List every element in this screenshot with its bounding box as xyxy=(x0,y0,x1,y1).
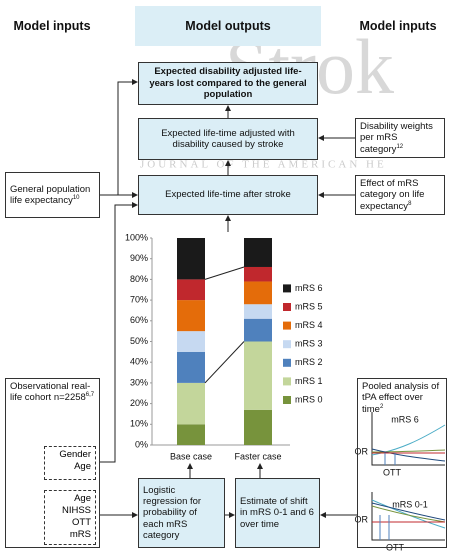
input-text: Disability weights per mRS category xyxy=(360,120,433,155)
bar-segment xyxy=(244,304,272,319)
x-tick-label: Base case xyxy=(170,451,212,461)
header-center: Model outputs xyxy=(135,6,321,46)
input-box: General population life expectancy10 xyxy=(5,172,100,218)
legend-swatch xyxy=(283,358,291,367)
bar-segment xyxy=(177,424,205,445)
legend-label: mRS 0 xyxy=(295,394,323,404)
variable-group: Gender Age xyxy=(44,446,96,480)
mini-chart-label: mRS 6 xyxy=(391,414,419,424)
citation: 12 xyxy=(396,143,404,150)
x-tick-label: Faster case xyxy=(234,451,281,461)
bar-segment xyxy=(177,300,205,332)
stacked-bar-chart: 0% 10% 20% 30% 40% 50% 60% 70% 80% 90% 100% Base ca… xyxy=(125,232,323,461)
input-box: Disability weights per mRS category12 xyxy=(355,118,445,158)
y-tick-label: 70% xyxy=(130,294,148,304)
output-box: Expected life-time adjusted with disabil… xyxy=(138,118,318,160)
watermark-journal: JOURNAL OF THE AMERICAN HE xyxy=(140,159,387,171)
y-tick-label: 20% xyxy=(130,398,148,408)
bar-segment xyxy=(177,351,205,383)
legend-label: mRS 3 xyxy=(295,339,323,349)
variable: Gender xyxy=(59,449,91,460)
legend-swatch xyxy=(283,303,291,311)
method-box: Logistic regression for probability of e… xyxy=(138,478,225,548)
variable: OTT xyxy=(72,516,91,528)
citation: 10 xyxy=(72,194,80,201)
input-text: Observational real-life cohort n=2258 xyxy=(10,381,91,404)
mini-chart-label: mRS 0-1 xyxy=(392,499,428,509)
bar-segment xyxy=(244,266,272,282)
y-tick-label: 40% xyxy=(130,357,148,367)
y-tick-label: 80% xyxy=(130,274,148,284)
bar-segment xyxy=(244,409,272,445)
input-box: Effect of mRS category on life expectanc… xyxy=(355,175,445,215)
pooled-box: Pooled analysis of tPA effect over time2 xyxy=(357,378,447,548)
legend-label: mRS 2 xyxy=(295,357,323,367)
connector xyxy=(204,266,245,280)
y-tick-label: 10% xyxy=(130,419,148,429)
bar-segment xyxy=(177,238,205,280)
bar-segment xyxy=(177,279,205,301)
bar-segment xyxy=(244,318,272,342)
legend-swatch xyxy=(283,321,291,330)
variable: NIHSS xyxy=(61,504,91,516)
input-text: Pooled analysis of tPA effect over time xyxy=(362,381,440,415)
legend-swatch xyxy=(283,284,291,293)
y-tick-label: 100% xyxy=(125,232,148,242)
bar-segment xyxy=(177,382,205,425)
y-tick-label: 0% xyxy=(135,439,148,449)
citation: 2 xyxy=(379,403,384,410)
bar-segment xyxy=(244,341,272,410)
arrows xyxy=(100,79,357,518)
variable: Age xyxy=(74,460,91,472)
input-text: Effect of mRS category on life expectanc… xyxy=(360,177,425,212)
bar-segment xyxy=(177,331,205,352)
legend-label: mRS 4 xyxy=(295,320,323,330)
connector xyxy=(204,341,245,384)
output-box: Expected disability adjusted life-years … xyxy=(138,62,318,105)
y-tick-label: 50% xyxy=(130,336,148,346)
variable: Age xyxy=(74,493,91,504)
input-text: General population life expectancy xyxy=(10,183,91,207)
legend-label: mRS 5 xyxy=(295,301,323,311)
bar-segment xyxy=(244,281,272,305)
variable: mRS xyxy=(69,528,91,540)
y-tick-label: 30% xyxy=(130,377,148,387)
citation: 6,7 xyxy=(85,392,95,399)
y-tick-label: 90% xyxy=(130,253,148,263)
pooled-mini-charts xyxy=(371,412,446,541)
method-box: Estimate of shift in mRS 0-1 and 6 over … xyxy=(235,478,320,548)
header-left: Model inputs xyxy=(13,18,91,33)
variable-group: Age NIHSS OTT mRS xyxy=(44,490,96,545)
header-right: Model inputs xyxy=(359,18,437,33)
legend-swatch xyxy=(283,396,291,404)
legend-label: mRS 1 xyxy=(295,376,323,386)
bar-segment xyxy=(244,238,272,267)
legend-swatch xyxy=(283,377,291,386)
citation: 8 xyxy=(408,200,412,207)
mini-chart-axis: OTT xyxy=(383,467,401,477)
legend-label: mRS 6 xyxy=(295,283,323,293)
mini-chart-axis: OR xyxy=(355,446,369,456)
output-box: Expected life-time after stroke xyxy=(138,175,318,215)
mini-chart-axis: OR xyxy=(355,514,369,524)
legend-swatch xyxy=(283,340,291,349)
y-tick-label: 60% xyxy=(130,315,148,325)
